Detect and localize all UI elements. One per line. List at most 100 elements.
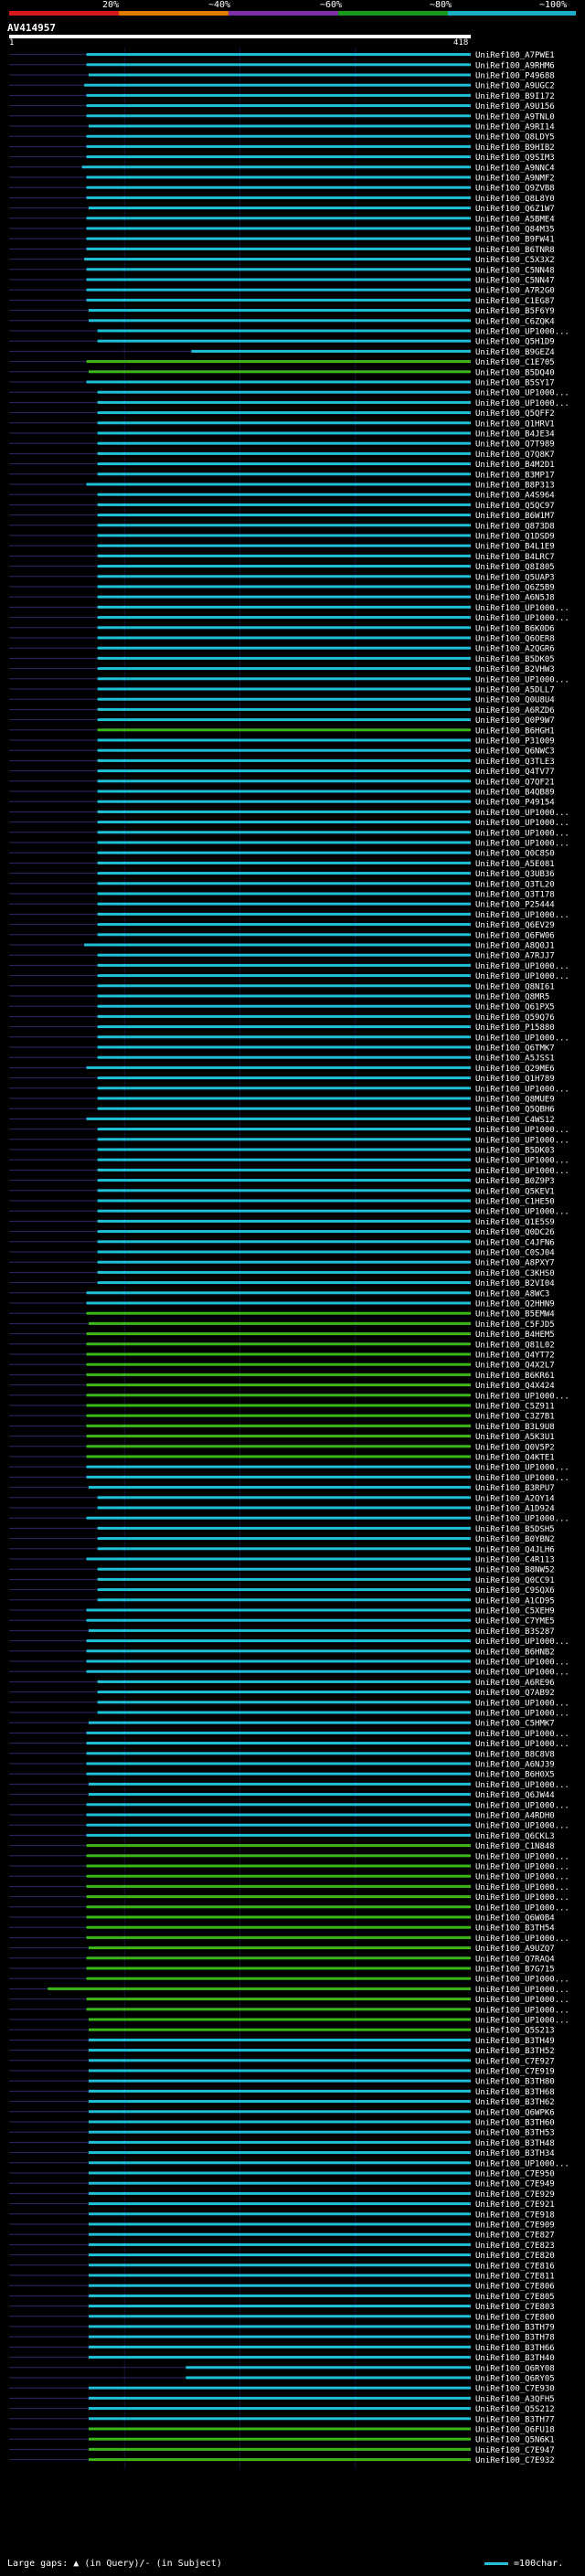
hit-label: UniRef100_Q7AB92 bbox=[475, 1689, 555, 1698]
hit-label: UniRef100_B8C8V8 bbox=[475, 1750, 555, 1759]
hit-label: UniRef100_Q6W0B4 bbox=[475, 1914, 555, 1924]
hit-bar bbox=[97, 575, 471, 578]
query-name: AV414957 bbox=[7, 22, 56, 34]
hit-label: UniRef100_Q0V5P2 bbox=[475, 1443, 555, 1452]
hit-bar bbox=[88, 319, 471, 323]
hit-label: UniRef100_Q9SIM3 bbox=[475, 154, 555, 163]
hit-label: UniRef100_B3TH48 bbox=[475, 2139, 555, 2148]
hit-label: UniRef100_UP1000... bbox=[475, 1976, 569, 1985]
hit-label: UniRef100_B4JE34 bbox=[475, 430, 555, 440]
hit-bar bbox=[97, 1189, 471, 1193]
hit-label: UniRef100_A8WC3 bbox=[475, 1289, 549, 1299]
hit-bar bbox=[97, 400, 471, 404]
hit-bar bbox=[86, 144, 471, 148]
hit-label: UniRef100_C0SJ04 bbox=[475, 1249, 555, 1258]
hit-bar bbox=[97, 503, 471, 506]
hit-label: UniRef100_B5EMW4 bbox=[475, 1310, 555, 1320]
hit-label: UniRef100_C7E932 bbox=[475, 2456, 555, 2465]
hit-bar bbox=[88, 2242, 471, 2246]
hit-label: UniRef100_UP1000... bbox=[475, 1157, 569, 1166]
hit-bar bbox=[88, 2191, 471, 2195]
bar-legend: =100char. bbox=[484, 2559, 563, 2569]
hit-label: UniRef100_C7E811 bbox=[475, 2273, 555, 2282]
hit-bar bbox=[86, 227, 471, 230]
hit-bar bbox=[97, 831, 471, 834]
hit-bar bbox=[186, 2376, 471, 2380]
hit-label: UniRef100_Q8I805 bbox=[475, 563, 555, 572]
hit-bar bbox=[88, 1628, 471, 1632]
hit-label: UniRef100_B5DK05 bbox=[475, 655, 555, 664]
hit-bar bbox=[86, 1762, 471, 1765]
hit-bar bbox=[88, 2325, 471, 2328]
hit-label: UniRef100_Q4YT72 bbox=[475, 1352, 555, 1361]
hit-bar bbox=[86, 93, 471, 97]
hit-label: UniRef100_B3TH34 bbox=[475, 2149, 555, 2158]
hit-bar bbox=[88, 2253, 471, 2257]
hit-label: UniRef100_C7E909 bbox=[475, 2221, 555, 2231]
hit-bar bbox=[97, 472, 471, 476]
hit-bar bbox=[48, 1987, 471, 1990]
hit-bar bbox=[84, 83, 471, 87]
hit-bar bbox=[86, 1752, 471, 1755]
hit-bar bbox=[86, 1424, 471, 1427]
hit-bar bbox=[88, 2284, 471, 2287]
hit-bar bbox=[88, 2212, 471, 2216]
hit-label: UniRef100_P49154 bbox=[475, 799, 555, 808]
hit-label: UniRef100_C1HE50 bbox=[475, 1198, 555, 1207]
bar-legend-text: =100char. bbox=[514, 2559, 564, 2569]
hit-bar bbox=[86, 1956, 471, 1960]
hit-label: UniRef100_B6HNB2 bbox=[475, 1648, 555, 1657]
hit-label: UniRef100_Q8MUE9 bbox=[475, 1096, 555, 1105]
hit-label: UniRef100_UP1000... bbox=[475, 1883, 569, 1892]
scale-segment-green bbox=[338, 11, 448, 16]
hit-bar bbox=[97, 677, 471, 681]
hit-bar bbox=[97, 994, 471, 998]
hit-bar bbox=[97, 728, 471, 732]
hit-bar bbox=[97, 1537, 471, 1541]
hit-label: UniRef100_B3TH40 bbox=[475, 2354, 555, 2363]
hit-label: UniRef100_C9SQX6 bbox=[475, 1586, 555, 1595]
hit-bar bbox=[88, 2386, 471, 2390]
hit-bar bbox=[88, 2018, 471, 2021]
hit-label: UniRef100_B4QB89 bbox=[475, 789, 555, 798]
hit-label: UniRef100_Q61PX5 bbox=[475, 1003, 555, 1012]
hit-label: UniRef100_C7E947 bbox=[475, 2446, 555, 2455]
hit-bar bbox=[86, 237, 471, 240]
hit-label: UniRef100_UP1000... bbox=[475, 1167, 569, 1176]
hit-bar bbox=[97, 462, 471, 466]
hit-bar bbox=[97, 1577, 471, 1581]
hit-label: UniRef100_C7E927 bbox=[475, 2057, 555, 2066]
hit-bar bbox=[86, 1311, 471, 1315]
hit-label: UniRef100_Q2HHN9 bbox=[475, 1300, 555, 1309]
hit-label: UniRef100_Q59Q76 bbox=[475, 1013, 555, 1023]
hit-label: UniRef100_Q5KEV1 bbox=[475, 1187, 555, 1196]
hit-bar bbox=[97, 1588, 471, 1592]
hit-label: UniRef100_Q0C8S0 bbox=[475, 850, 555, 859]
hit-label: UniRef100_B7G715 bbox=[475, 1966, 555, 1975]
hit-bar bbox=[97, 421, 471, 425]
hit-label: UniRef100_B3TH80 bbox=[475, 2078, 555, 2087]
hit-label: UniRef100_B5DK03 bbox=[475, 1147, 555, 1156]
hit-label: UniRef100_C7E806 bbox=[475, 2283, 555, 2292]
hit-label: UniRef100_UP1000... bbox=[475, 1986, 569, 1995]
hit-bar bbox=[88, 1321, 471, 1325]
hit-bar bbox=[88, 2222, 471, 2226]
hit-label: UniRef100_B8NW52 bbox=[475, 1566, 555, 1575]
hit-bar bbox=[97, 329, 471, 333]
hit-label: UniRef100_A5JSS1 bbox=[475, 1055, 555, 1064]
hit-label: UniRef100_UP1000... bbox=[475, 1903, 569, 1913]
hit-label: UniRef100_A5K3U1 bbox=[475, 1433, 555, 1442]
hit-bar bbox=[86, 1742, 471, 1745]
hit-bar bbox=[86, 1445, 471, 1448]
hit-label: UniRef100_Q8MR5 bbox=[475, 993, 549, 1002]
hit-label: UniRef100_UP1000... bbox=[475, 328, 569, 337]
query-bar bbox=[9, 35, 471, 38]
hit-label: UniRef100_B6HGH1 bbox=[475, 726, 555, 736]
hit-label: UniRef100_B5F6Y9 bbox=[475, 307, 555, 316]
hit-bar bbox=[86, 1362, 471, 1366]
hit-bar bbox=[97, 524, 471, 527]
hit-bar bbox=[86, 196, 471, 199]
hit-label: UniRef100_P31009 bbox=[475, 737, 555, 747]
hit-bar bbox=[86, 1332, 471, 1336]
hit-bar bbox=[86, 186, 471, 189]
